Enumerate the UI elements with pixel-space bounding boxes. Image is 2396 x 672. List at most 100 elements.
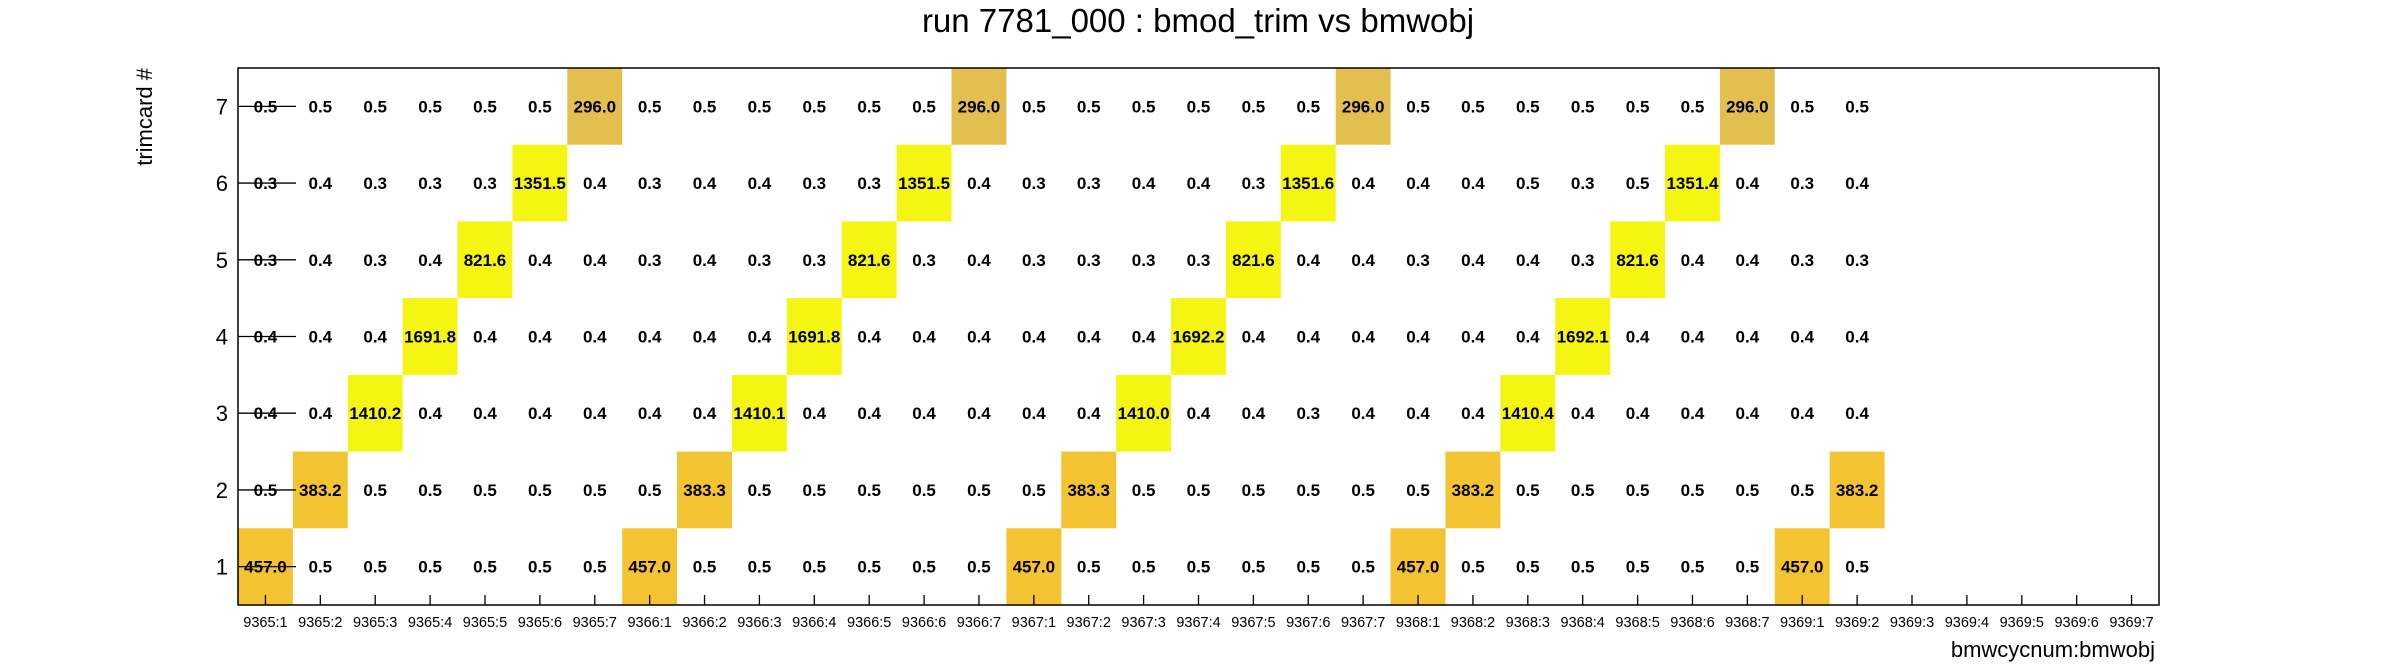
- cell-value-label: 0.3: [1077, 174, 1101, 193]
- cell-value-label: 0.4: [363, 328, 387, 347]
- x-tick-label: 9366:4: [792, 615, 836, 631]
- cell-value-label: 0.5: [473, 558, 497, 577]
- heatmap-cell: [347, 374, 403, 452]
- cell-value-label: 1351.5: [898, 174, 950, 193]
- cell-value-label: 0.4: [1296, 328, 1320, 347]
- cell-value-label: 0.4: [857, 328, 881, 347]
- cell-value-label: 0.4: [1626, 404, 1650, 423]
- x-tick-label: 9365:7: [573, 615, 617, 631]
- cell-value-label: 0.5: [857, 97, 881, 116]
- cell-value-label: 1410.4: [1502, 404, 1555, 423]
- x-tick-label: 9368:7: [1725, 615, 1769, 631]
- heatmap-cell: [1171, 298, 1226, 375]
- x-tick-label: 9366:6: [902, 615, 946, 631]
- cell-value-label: 0.4: [1406, 328, 1430, 347]
- x-tick-label: 9365:1: [243, 615, 287, 631]
- cell-value-label: 0.5: [1845, 97, 1869, 116]
- cell-value-label: 0.4: [1132, 328, 1156, 347]
- y-axis-ticks: 1 2 3 4 5 6 7: [216, 94, 296, 580]
- heatmap-cell: [1829, 451, 1885, 529]
- x-tick-label: 9368:5: [1615, 615, 1659, 631]
- cell-value-label: 0.3: [638, 174, 662, 193]
- cell-value-label: 0.5: [748, 558, 772, 577]
- cell-value-label: 0.5: [363, 481, 387, 500]
- cell-value-label: 0.4: [473, 404, 497, 423]
- cell-value-label: 0.5: [1187, 558, 1211, 577]
- cell-value-label: 0.5: [967, 558, 991, 577]
- cell-value-label: 0.4: [1845, 328, 1869, 347]
- cell-value-label: 0.4: [1242, 328, 1266, 347]
- cell-value-label: 1351.4: [1666, 174, 1719, 193]
- cell-value-label: 0.5: [967, 481, 991, 500]
- cell-value-label: 0.5: [473, 481, 497, 500]
- cell-value-label: 383.2: [1452, 481, 1495, 500]
- cell-value-label: 0.5: [1571, 481, 1595, 500]
- cell-value-label: 0.4: [583, 328, 607, 347]
- cell-value-label: 0.4: [912, 328, 936, 347]
- cell-value-label: 0.5: [693, 558, 717, 577]
- cell-value-label: 0.5: [1132, 97, 1156, 116]
- cell-value-label: 0.4: [912, 404, 936, 423]
- cell-value-label: 0.3: [912, 251, 936, 270]
- cell-value-label: 0.4: [748, 328, 772, 347]
- cell-value-label: 0.3: [1187, 251, 1211, 270]
- x-tick-label: 9367:2: [1067, 615, 1111, 631]
- cell-value-label: 0.5: [418, 97, 442, 116]
- chart-title: run 7781_000 : bmod_trim vs bmwobj: [922, 2, 1474, 39]
- cell-value-label: 821.6: [848, 251, 891, 270]
- cell-value-label: 0.3: [638, 251, 662, 270]
- cell-value-label: 0.5: [1626, 174, 1650, 193]
- cell-value-label: 0.5: [1571, 558, 1595, 577]
- cell-value-label: 0.5: [1790, 97, 1814, 116]
- heatmap-cell: [951, 68, 1007, 145]
- heatmap-cell: [1006, 528, 1062, 605]
- cell-value-label: 0.5: [1351, 481, 1375, 500]
- cell-value-label: 0.5: [912, 558, 936, 577]
- cell-value-label: 0.4: [967, 328, 991, 347]
- cell-value-label: 0.4: [1790, 328, 1814, 347]
- cell-value-label: 0.5: [1516, 174, 1540, 193]
- heatmap-cell: [896, 144, 952, 222]
- cell-value-label: 821.6: [1616, 251, 1659, 270]
- cell-value-label: 0.4: [1461, 251, 1485, 270]
- x-tick-label: 9367:3: [1121, 615, 1165, 631]
- heatmap-cell: [402, 298, 458, 375]
- cell-value-label: 0.4: [638, 328, 662, 347]
- cell-value-label: 0.5: [1406, 97, 1430, 116]
- cell-value-label: 457.0: [1781, 558, 1824, 577]
- cell-value-label: 0.4: [1516, 328, 1540, 347]
- heatmap-cells: [238, 68, 1885, 605]
- cell-value-label: 0.4: [1406, 404, 1430, 423]
- heatmap-cell: [1555, 298, 1611, 375]
- x-tick-label: 9369:6: [2054, 615, 2098, 631]
- cell-value-label: 0.5: [1022, 97, 1046, 116]
- cell-value-label: 0.5: [309, 97, 333, 116]
- cell-value-label: 0.4: [1736, 328, 1760, 347]
- cell-value-label: 0.5: [1351, 558, 1375, 577]
- cell-value-label: 0.4: [967, 251, 991, 270]
- x-tick-label: 9366:2: [682, 615, 726, 631]
- cell-value-label: 0.4: [693, 404, 717, 423]
- heatmap-cell: [786, 298, 842, 375]
- cell-value-label: 0.5: [802, 558, 826, 577]
- cell-value-label: 0.4: [1790, 404, 1814, 423]
- y-tick-label: 6: [216, 171, 228, 196]
- heatmap-cell: [457, 221, 513, 299]
- cell-value-label: 0.4: [1845, 174, 1869, 193]
- cell-value-label: 0.5: [528, 481, 552, 500]
- cell-value-label: 383.3: [1067, 481, 1110, 500]
- cell-value-label: 821.6: [1232, 251, 1275, 270]
- heatmap-cell: [1500, 374, 1556, 452]
- cell-value-label: 0.5: [912, 481, 936, 500]
- heatmap-cell: [1335, 68, 1391, 145]
- x-tick-label: 9365:3: [353, 615, 397, 631]
- cell-value-label: 0.5: [418, 481, 442, 500]
- cell-value-label: 0.5: [1296, 558, 1320, 577]
- cell-value-label: 0.4: [1461, 174, 1485, 193]
- cell-value-label: 0.5: [857, 558, 881, 577]
- cell-value-label: 0.5: [1296, 481, 1320, 500]
- cell-value-label: 0.4: [309, 328, 333, 347]
- x-tick-label: 9369:3: [1890, 615, 1934, 631]
- cell-value-label: 0.4: [967, 404, 991, 423]
- cell-value-label: 0.3: [1790, 174, 1814, 193]
